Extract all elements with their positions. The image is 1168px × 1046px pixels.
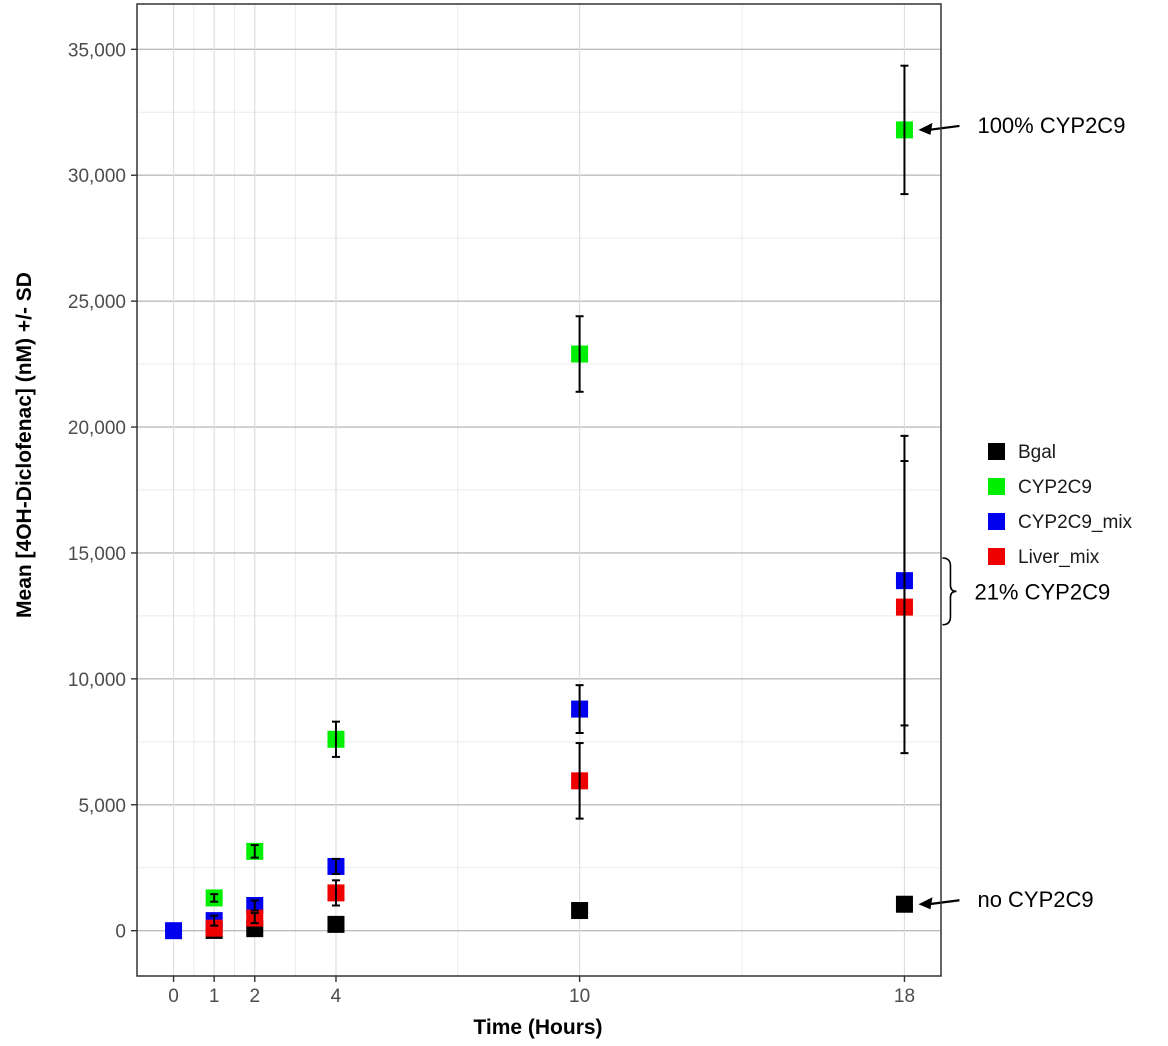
y-tick-label: 15,000: [68, 544, 126, 565]
error-bar: [575, 684, 584, 734]
error-bars: [210, 64, 909, 927]
grid-major: [137, 4, 941, 976]
x-tick-label: 0: [168, 986, 179, 1007]
error-bar: [331, 720, 340, 758]
error-bar: [575, 742, 584, 820]
legend-item: Liver_mix: [988, 547, 1100, 568]
annotation-arrow-line: [928, 124, 960, 131]
error-bar: [900, 64, 909, 196]
error-bar: [210, 893, 219, 903]
x-axis-ticks: 0 1 2 4 10 18: [168, 976, 915, 1007]
annotation-arrowhead: [918, 897, 933, 910]
y-tick-label: 5,000: [78, 796, 126, 817]
error-bar: [331, 857, 340, 876]
data-point: [165, 922, 183, 940]
x-tick-label: 2: [249, 986, 260, 1007]
data-point: [571, 902, 589, 920]
annotations: 100% CYP2C9 21% CYP2C9 no CYP2C9: [918, 113, 1125, 912]
y-tick-label: 20,000: [68, 418, 126, 439]
grid-minor: [137, 4, 941, 976]
legend-label: CYP2C9_mix: [1018, 512, 1133, 533]
error-bar: [210, 914, 219, 927]
legend: Bgal CYP2C9 CYP2C9_mix Liver_mix: [988, 442, 1133, 568]
legend-item: Bgal: [988, 442, 1056, 463]
annotation: 21% CYP2C9: [942, 557, 1110, 626]
error-bar: [250, 912, 259, 925]
data-point: [895, 895, 913, 913]
annotation: 100% CYP2C9: [918, 113, 1125, 138]
legend-item: CYP2C9: [988, 477, 1092, 498]
annotation-arrow-line: [928, 899, 960, 906]
legend-key: [988, 513, 1005, 530]
legend-label: CYP2C9: [1018, 477, 1092, 498]
data-point: [327, 915, 345, 933]
x-tick-label: 4: [331, 986, 342, 1007]
annotation: no CYP2C9: [918, 887, 1094, 912]
annotation-label: 100% CYP2C9: [977, 113, 1125, 138]
error-bar: [250, 899, 259, 912]
annotation-brace: [942, 557, 957, 626]
y-axis-title: Mean [4OH-Diclofenac] (nM) +/- SD: [13, 272, 36, 618]
panel-border: [136, 3, 942, 977]
y-tick-label: 10,000: [68, 670, 126, 691]
error-bar: [250, 844, 259, 859]
legend-key: [988, 443, 1005, 460]
y-axis-ticks: 0 5,000 10,000 15,000 20,000 25,000 30,000 35,0…: [68, 40, 137, 943]
y-tick-label: 25,000: [68, 292, 126, 313]
error-bar: [575, 315, 584, 393]
x-tick-label: 18: [894, 986, 915, 1007]
annotation-label: 21% CYP2C9: [974, 579, 1110, 604]
legend-label: Liver_mix: [1018, 547, 1100, 568]
x-tick-label: 10: [569, 986, 590, 1007]
legend-key: [988, 548, 1005, 565]
y-tick-label: 30,000: [68, 166, 126, 187]
y-tick-label: 0: [115, 922, 126, 943]
annotation-arrowhead: [918, 122, 933, 135]
data-point: [205, 919, 223, 937]
x-tick-label: 1: [209, 986, 220, 1007]
legend-label: Bgal: [1018, 442, 1056, 463]
x-axis-title: Time (Hours): [473, 1016, 602, 1039]
legend-item: CYP2C9_mix: [988, 512, 1133, 533]
error-bar: [900, 460, 909, 755]
annotation-label: no CYP2C9: [977, 887, 1093, 912]
error-bar: [331, 879, 340, 907]
legend-key: [988, 478, 1005, 495]
y-tick-label: 35,000: [68, 40, 126, 61]
